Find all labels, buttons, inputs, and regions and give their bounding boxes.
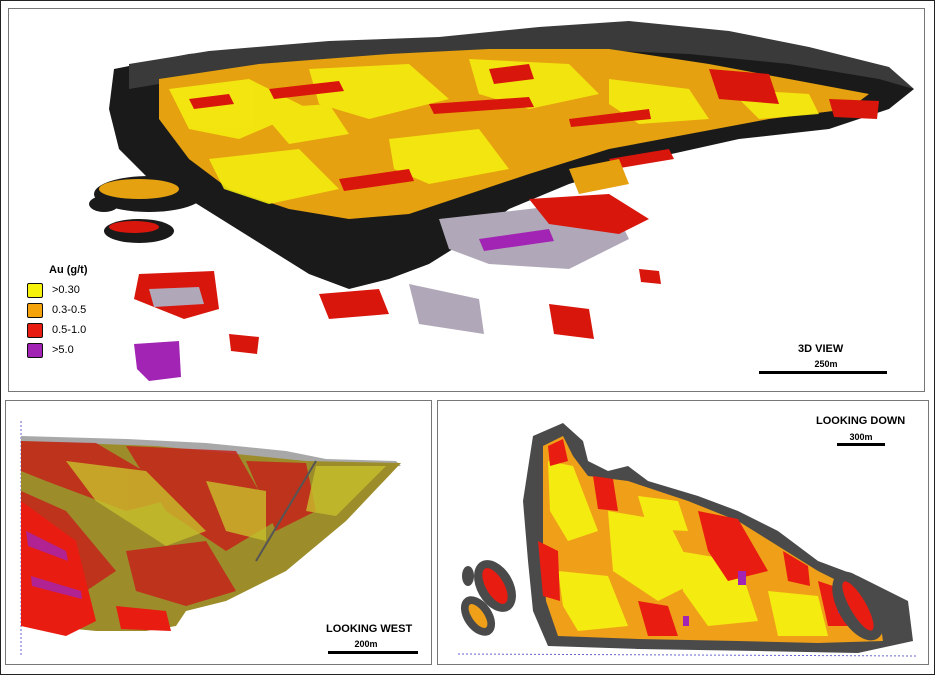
legend-title: Au (g/t): [49, 264, 88, 276]
legend-swatch-orange: [27, 302, 43, 318]
legend-swatch-red: [27, 322, 43, 338]
legend-item: >5.0: [27, 340, 87, 360]
legend-label: >5.0: [52, 344, 74, 356]
satellite-lenses-down: [460, 560, 884, 641]
legend-swatch-yellow: [27, 282, 43, 298]
legend-item: 0.5-1.0: [27, 320, 87, 340]
fault-trace: [255, 460, 317, 562]
pit-shell-rim: [129, 21, 914, 89]
deep-lenses-west: [21, 501, 171, 636]
section-looking-west: [20, 421, 401, 656]
block-model-3d: [89, 21, 914, 381]
scale-label-west: 200m: [354, 639, 378, 649]
legend-item: >0.30: [27, 280, 87, 300]
view-label-3d: 3D VIEW: [798, 343, 844, 355]
legend-item: 0.3-0.5: [27, 300, 87, 320]
view-label-down: LOOKING DOWN: [816, 415, 906, 427]
yellow-bands-west: [66, 461, 386, 546]
plan-looking-down: [457, 423, 919, 657]
lower-lenses: [319, 159, 661, 339]
scale-bar-3d: [759, 371, 887, 374]
legend-label: >0.30: [52, 284, 80, 296]
panel-looking-west: LOOKING WEST 200m: [5, 400, 432, 665]
plan-axis: [457, 653, 919, 657]
legend-label: 0.5-1.0: [52, 324, 87, 336]
grade-streaks-red: [189, 64, 879, 191]
legend-label: 0.3-0.5: [52, 304, 87, 316]
red-zones-down: [538, 439, 858, 636]
view-label-west: LOOKING WEST: [326, 623, 413, 635]
panel-3d-view: Au (g/t) >0.30 0.3-0.5 0.5-1.0 >5.0 3D V…: [8, 8, 925, 392]
scale-label-down: 300m: [849, 432, 873, 442]
scale-label-3d: 250m: [814, 359, 838, 369]
grade-legend: Au (g/t) >0.30 0.3-0.5 0.5-1.0 >5.0: [27, 264, 87, 360]
panel-looking-down: LOOKING DOWN 300m: [437, 400, 929, 665]
scale-bar-down: [837, 443, 885, 446]
deep-blocks: [134, 271, 259, 381]
scale-bar-west: [328, 651, 418, 654]
satellite-lenses: [89, 176, 204, 243]
legend-swatch-purple: [27, 342, 43, 358]
